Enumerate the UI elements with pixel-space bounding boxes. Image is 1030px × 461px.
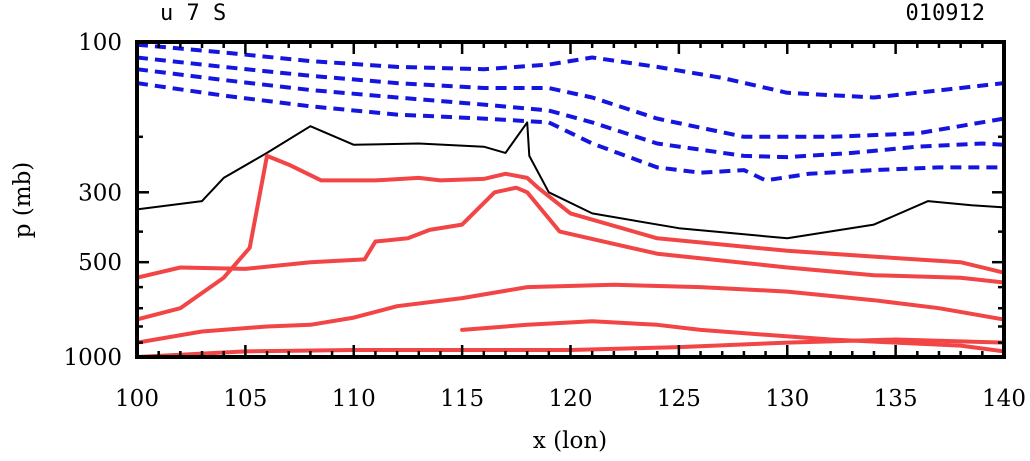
- x-tick-label: 105: [223, 386, 267, 412]
- plot-frame: [137, 42, 1004, 357]
- x-axis-tick-labels: 100 105 110 115 120 125 130 135 140: [115, 386, 1026, 412]
- axis-ticks: [137, 42, 1004, 357]
- contour-positive-4: [462, 321, 1004, 351]
- x-tick-label: 110: [332, 386, 376, 412]
- x-axis-label: x (lon): [533, 428, 607, 454]
- contour-positive-1: [137, 156, 1004, 320]
- contour-lines: [137, 45, 1004, 357]
- contour-positive-3: [137, 285, 1004, 343]
- y-axis-tick-labels: 1000 500 300 100: [63, 30, 122, 371]
- y-tick-label: 100: [78, 30, 122, 56]
- x-tick-label: 120: [549, 386, 593, 412]
- chart-date-label: 010912: [906, 1, 985, 26]
- y-tick-label: 300: [78, 180, 122, 206]
- y-tick-label: 500: [78, 250, 122, 276]
- y-tick-label: 1000: [63, 345, 122, 371]
- y-axis-label: p (mb): [10, 162, 36, 239]
- x-tick-label: 100: [115, 386, 159, 412]
- contour-zero-0: [137, 122, 1004, 238]
- chart-title: u 7 S: [160, 1, 226, 26]
- x-tick-label: 115: [440, 386, 484, 412]
- x-tick-label: 130: [765, 386, 809, 412]
- x-tick-label: 135: [874, 386, 918, 412]
- contour-negative-8: [137, 69, 1004, 157]
- x-tick-label: 140: [982, 386, 1026, 412]
- x-tick-label: 125: [657, 386, 701, 412]
